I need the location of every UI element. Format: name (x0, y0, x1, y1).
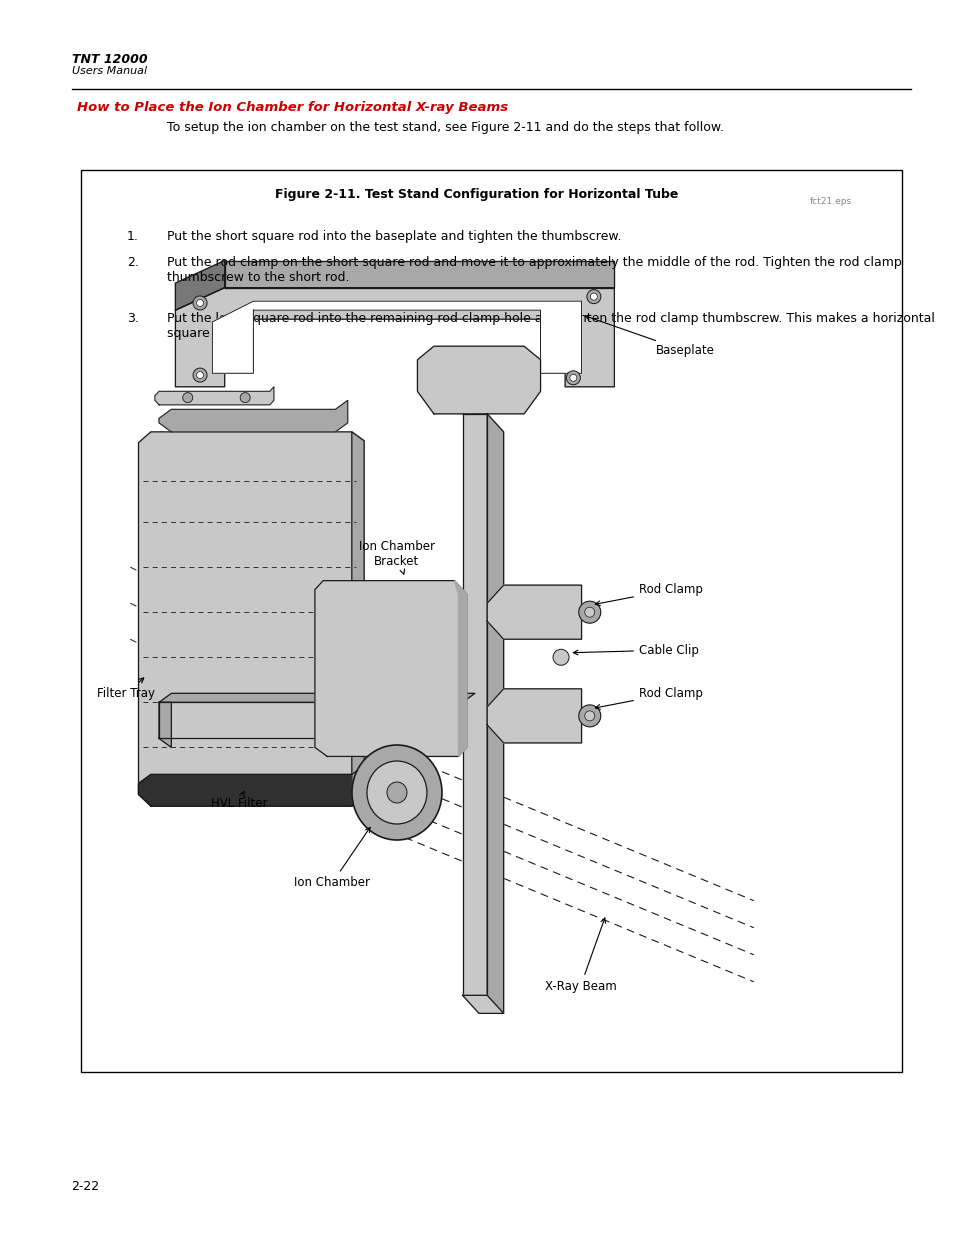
Ellipse shape (387, 782, 407, 803)
Circle shape (578, 705, 600, 727)
Bar (81, 170, 901, 1072)
Polygon shape (224, 261, 614, 288)
Circle shape (196, 299, 203, 306)
Text: Cable Clip: Cable Clip (573, 643, 699, 657)
Polygon shape (138, 432, 364, 806)
Ellipse shape (367, 761, 427, 824)
Text: 1.: 1. (127, 231, 139, 243)
Text: 2-22: 2-22 (71, 1179, 99, 1193)
Circle shape (193, 368, 207, 382)
Circle shape (584, 711, 594, 721)
Text: Put the long square rod into the remaining rod clamp hole and tighten the rod cl: Put the long square rod into the remaini… (167, 312, 934, 341)
Polygon shape (487, 414, 503, 1014)
Polygon shape (154, 387, 274, 405)
Circle shape (183, 393, 193, 403)
Text: Put the rod clamp on the short square rod and move it to approximately the middl: Put the rod clamp on the short square ro… (167, 256, 901, 284)
Polygon shape (487, 689, 581, 743)
Text: Baseplate: Baseplate (585, 315, 714, 357)
Circle shape (584, 608, 594, 618)
Circle shape (193, 296, 207, 310)
Text: Ion Chamber: Ion Chamber (294, 827, 370, 889)
Circle shape (569, 374, 577, 382)
Polygon shape (454, 580, 466, 756)
Text: Rod Clamp: Rod Clamp (595, 687, 702, 709)
Text: X-Ray Beam: X-Ray Beam (544, 918, 616, 993)
Text: Figure 2-11. Test Stand Configuration for Horizontal Tube: Figure 2-11. Test Stand Configuration fo… (275, 189, 678, 201)
Circle shape (566, 370, 579, 385)
Polygon shape (159, 400, 347, 432)
Circle shape (578, 601, 600, 624)
Polygon shape (159, 693, 475, 703)
Polygon shape (462, 995, 503, 1014)
Text: Rod Clamp: Rod Clamp (595, 583, 702, 605)
Polygon shape (175, 261, 224, 310)
Text: How to Place the Ion Chamber for Horizontal X-ray Beams: How to Place the Ion Chamber for Horizon… (76, 101, 507, 115)
Text: Ion Chamber
Bracket: Ion Chamber Bracket (358, 540, 435, 574)
Text: Put the short square rod into the baseplate and tighten the thumbscrew.: Put the short square rod into the basepl… (167, 231, 620, 243)
Ellipse shape (352, 745, 441, 840)
Text: 2.: 2. (127, 256, 139, 269)
Polygon shape (159, 703, 172, 747)
Polygon shape (462, 414, 487, 995)
Circle shape (553, 650, 568, 666)
Polygon shape (352, 432, 364, 806)
Text: To setup the ion chamber on the test stand, see Figure 2-11 and do the steps tha: To setup the ion chamber on the test sta… (167, 121, 723, 135)
Circle shape (590, 293, 597, 300)
Text: fct21.eps: fct21.eps (809, 198, 851, 206)
Polygon shape (175, 288, 614, 387)
Polygon shape (159, 703, 462, 739)
Text: 3.: 3. (127, 312, 139, 326)
Polygon shape (487, 585, 581, 640)
Text: Filter Tray: Filter Tray (97, 678, 155, 700)
Polygon shape (138, 766, 364, 806)
Polygon shape (417, 346, 540, 414)
Circle shape (196, 372, 203, 379)
Polygon shape (213, 301, 581, 373)
Text: Users Manual: Users Manual (71, 67, 147, 77)
Text: HVL Filter: HVL Filter (211, 792, 267, 810)
Circle shape (586, 290, 600, 304)
Circle shape (240, 393, 250, 403)
Polygon shape (314, 580, 466, 756)
Text: TNT 12000: TNT 12000 (71, 53, 147, 67)
